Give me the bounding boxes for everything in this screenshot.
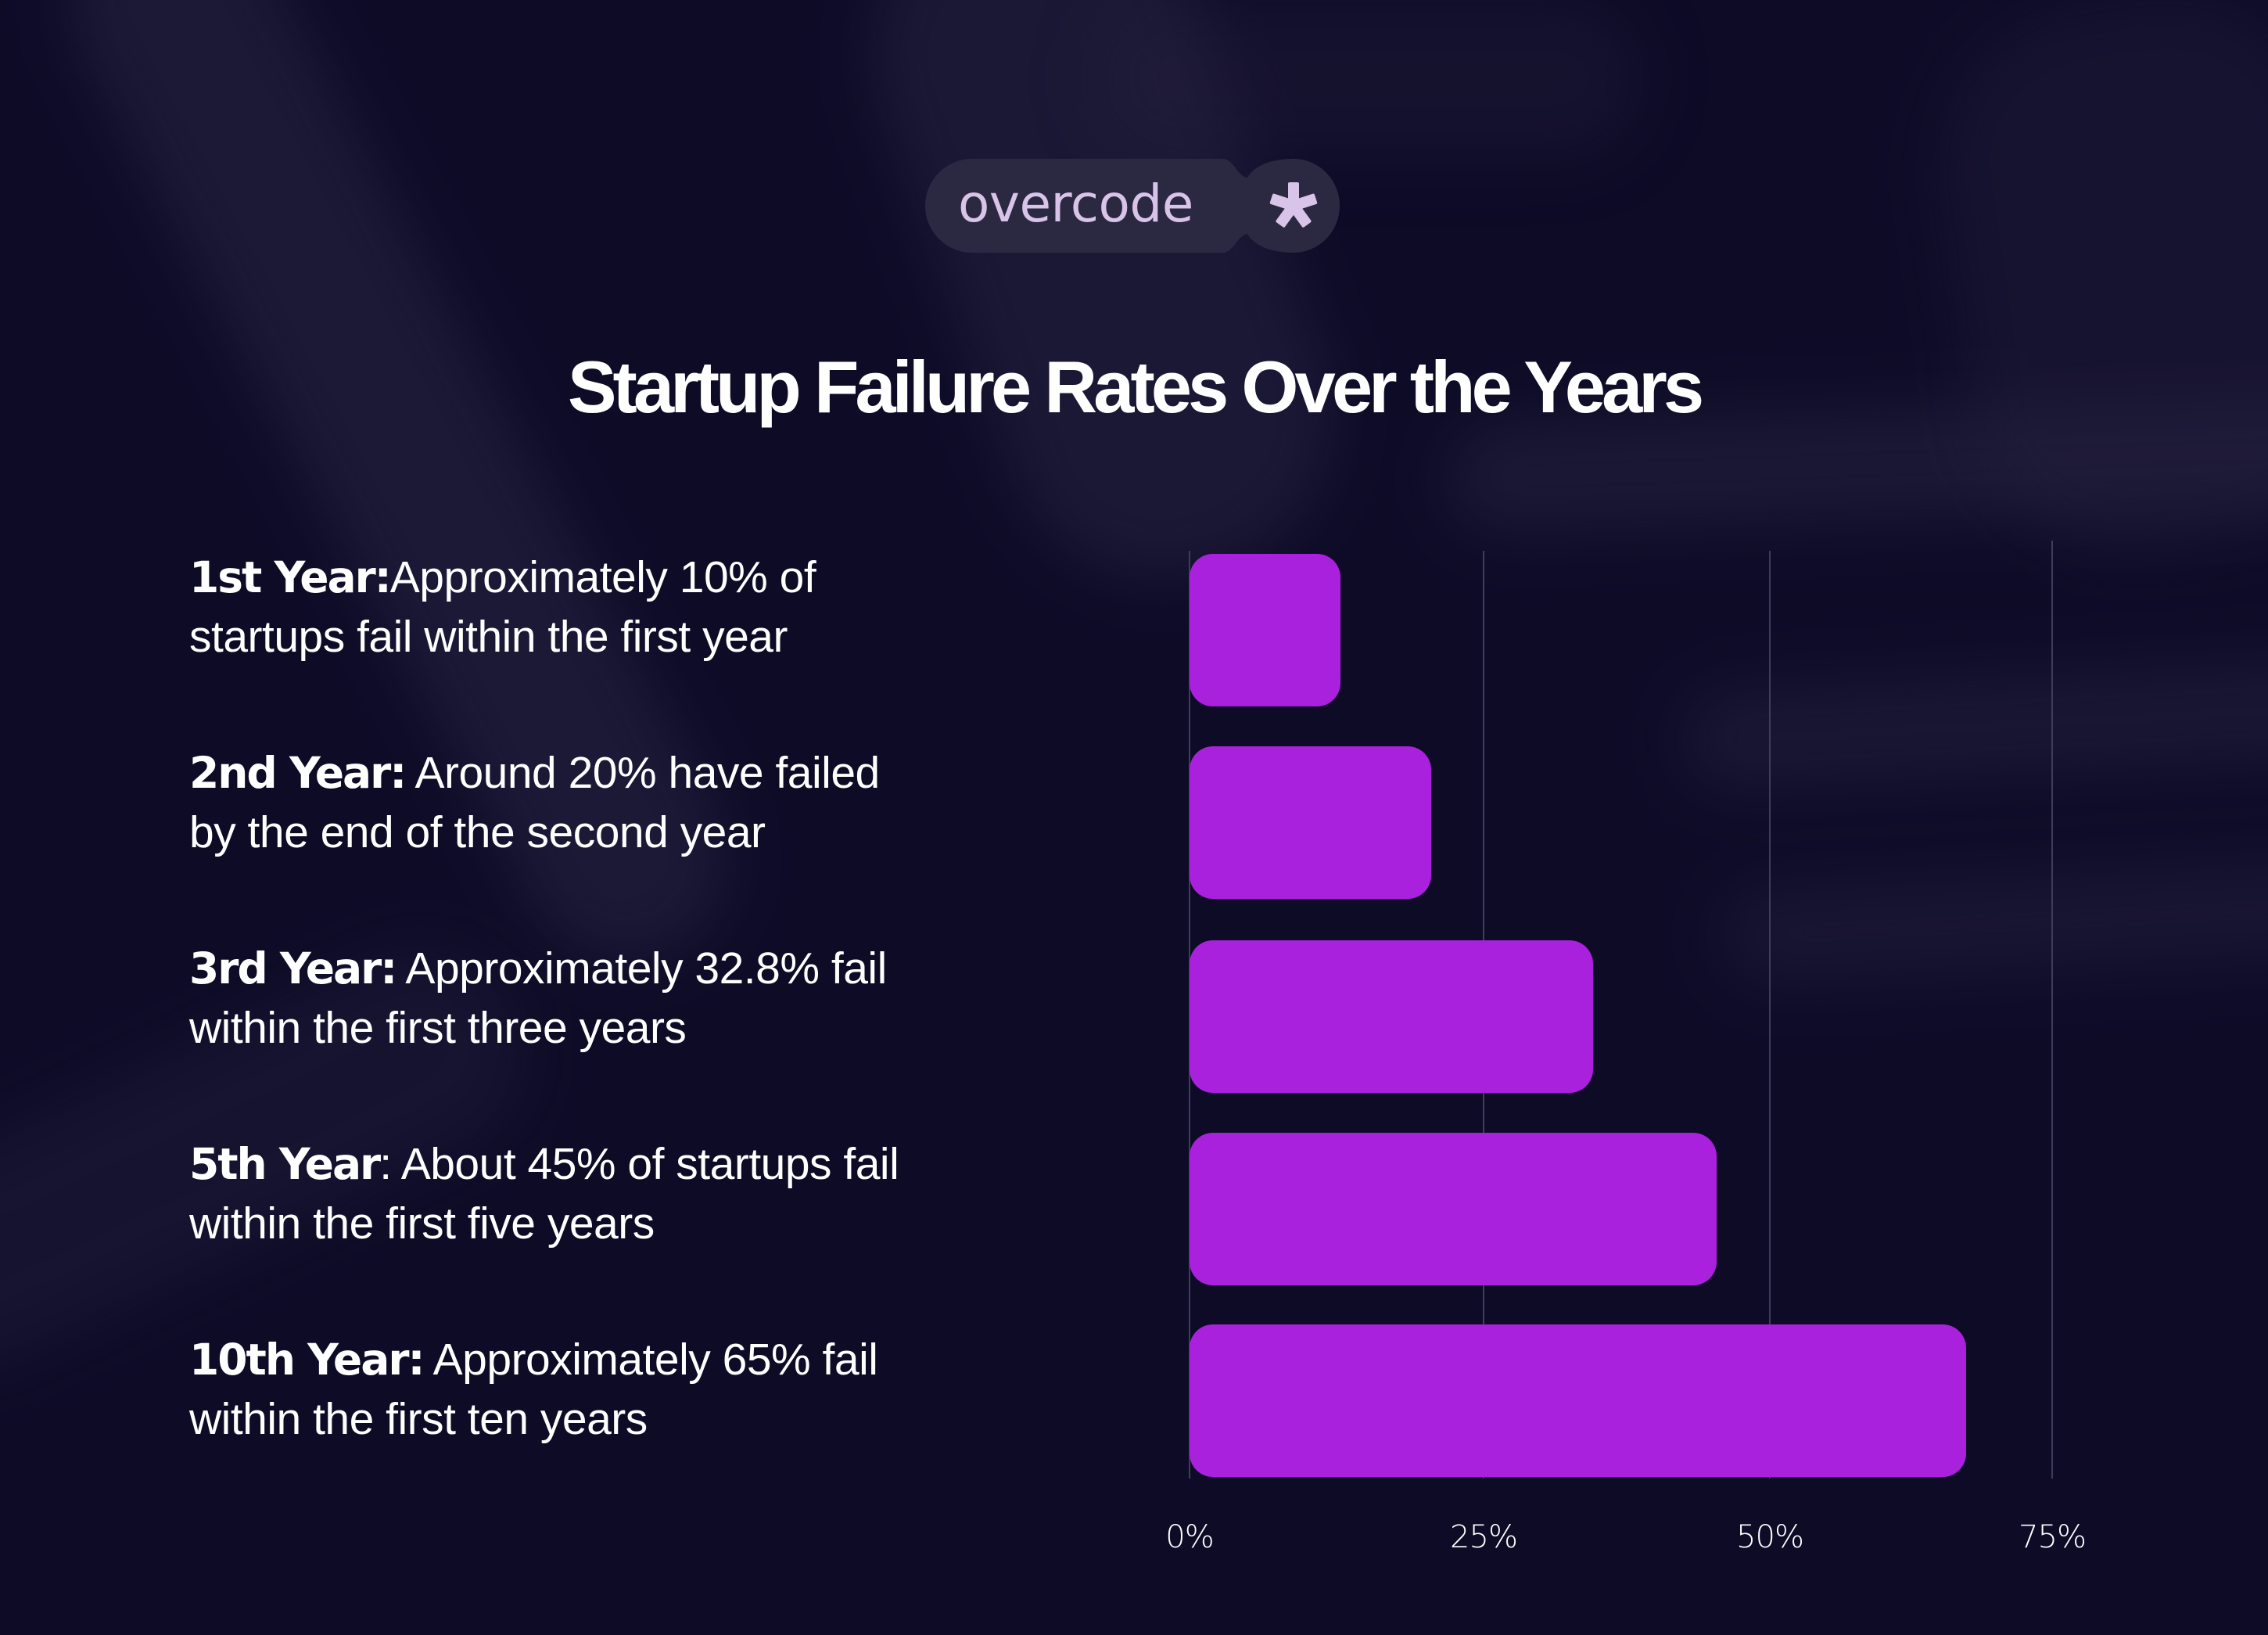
bar-5th-year — [1190, 1133, 1717, 1285]
fact-item-10th-year: 10th Year: Approximately 65% fail within… — [189, 1330, 1050, 1449]
fact-item-3rd-year: 3rd Year: Approximately 32.8% fail withi… — [189, 939, 1050, 1058]
fact-item-1st-year: 1st Year:Approximately 10% of startups f… — [189, 548, 1050, 667]
fact-item-5th-year: 5th Year: About 45% of startups fail wit… — [189, 1134, 1050, 1253]
bar-1st-year — [1190, 554, 1340, 706]
x-tick-label: 25% — [1450, 1519, 1518, 1555]
brand-name: overcode — [958, 174, 1193, 234]
fact-line-1: 10th Year: Approximately 65% fail — [189, 1330, 1050, 1389]
fact-text: Approximately 65% fail — [423, 1335, 878, 1385]
asterisk-icon — [1269, 182, 1318, 228]
x-tick-label: 50% — [1736, 1519, 1804, 1555]
fact-text: Around 20% have failed — [405, 748, 880, 798]
fact-item-2nd-year: 2nd Year: Around 20% have failed by the … — [189, 743, 1050, 862]
fact-line-2: within the first ten years — [189, 1394, 648, 1444]
gridline-50 — [1769, 551, 1771, 1479]
fact-label: 10th Year: — [189, 1335, 425, 1385]
bar-2nd-year — [1190, 746, 1431, 899]
fact-line-1: 3rd Year: Approximately 32.8% fail — [189, 939, 1050, 998]
fact-line-1: 2nd Year: Around 20% have failed — [189, 743, 1050, 803]
fact-text: : About 45% of startups fail — [379, 1139, 899, 1189]
fact-text: Approximately 10% of — [389, 552, 816, 602]
fact-label: 2nd Year: — [189, 748, 407, 798]
logo-pill-shape — [925, 159, 1340, 253]
x-tick-label: 0% — [1165, 1519, 1214, 1555]
fact-label: 5th Year — [189, 1139, 381, 1189]
fact-label: 3rd Year: — [189, 943, 397, 994]
fact-line-1: 1st Year:Approximately 10% of — [189, 548, 1050, 607]
fact-label: 1st Year: — [189, 552, 392, 602]
page-title: Startup Failure Rates Over the Years — [567, 346, 1704, 428]
fact-line-2: within the first five years — [189, 1198, 655, 1249]
fact-line-1: 5th Year: About 45% of startups fail — [189, 1134, 1050, 1194]
brand-logo: overcode — [925, 159, 1342, 253]
bar-10th-year — [1190, 1324, 1966, 1477]
fact-line-2: within the first three years — [189, 1003, 687, 1053]
fact-line-2: by the end of the second year — [189, 807, 766, 857]
fact-line-2: startups fail within the first year — [189, 612, 788, 662]
gridline-75 — [2051, 541, 2053, 1479]
bar-3rd-year — [1190, 940, 1593, 1093]
x-tick-label: 75% — [2019, 1519, 2087, 1555]
fact-text: Approximately 32.8% fail — [396, 943, 887, 994]
